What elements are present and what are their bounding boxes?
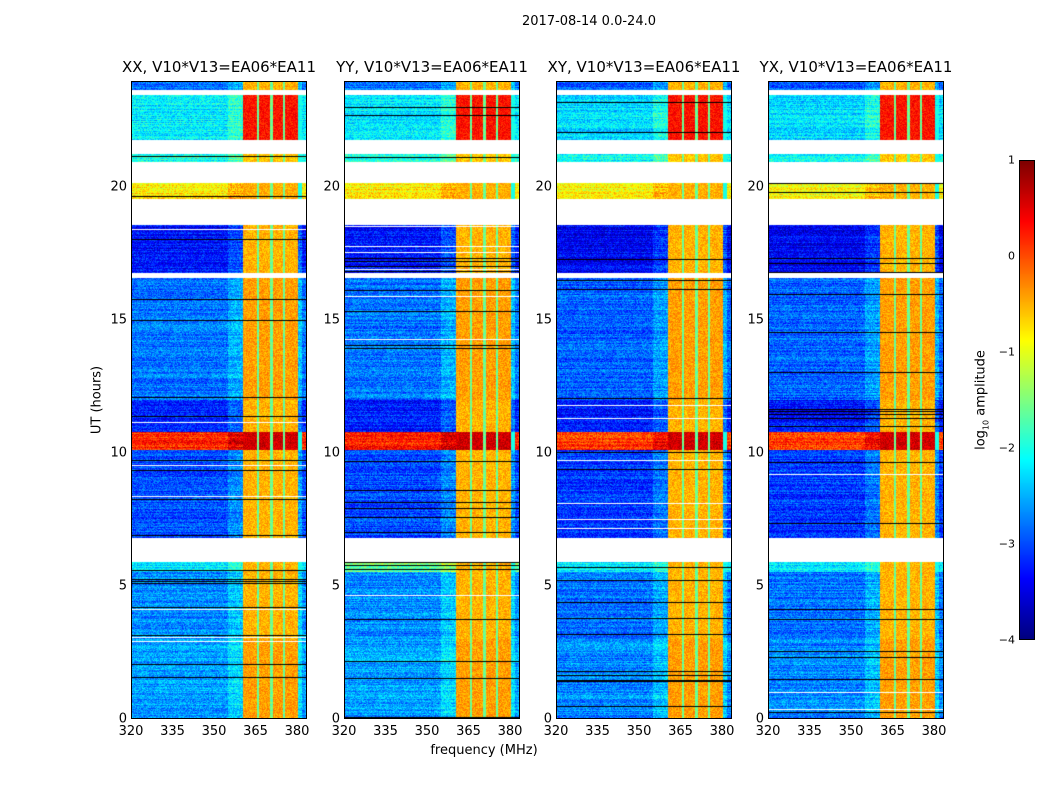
x-tick-label: 320 [331, 724, 357, 739]
x-tick-label: 335 [797, 724, 822, 739]
y-tick-label: 15 [747, 312, 764, 328]
x-tick-label: 380 [709, 724, 735, 739]
panel-title: XY, V10*V13=EA06*EA11 [547, 58, 741, 76]
x-tick-label: 350 [838, 724, 864, 739]
y-tick-label: 15 [323, 312, 340, 328]
panel-title: YX, V10*V13=EA06*EA11 [759, 58, 953, 76]
colorbar-tick-label: −4 [998, 633, 1015, 647]
x-tick-label: 365 [668, 724, 693, 739]
panel-title: XX, V10*V13=EA06*EA11 [121, 58, 316, 76]
heatmap-panel [131, 81, 307, 719]
heatmap-image [557, 82, 731, 718]
y-tick-label: 10 [323, 445, 340, 461]
y-tick-label: 20 [535, 179, 552, 195]
y-tick-label: 0 [755, 711, 764, 727]
heatmap-panel [344, 81, 520, 719]
x-tick-label: 365 [880, 724, 905, 739]
y-tick-label: 0 [331, 711, 340, 727]
heatmap-panel [768, 81, 944, 719]
heatmap-image [132, 82, 306, 718]
y-tick-label: 0 [118, 711, 127, 727]
y-tick-label: 0 [543, 711, 552, 727]
x-tick-label: 380 [284, 724, 310, 739]
x-tick-label: 365 [243, 724, 268, 739]
x-tick-label: 380 [921, 724, 947, 739]
heatmap-image [345, 82, 519, 718]
y-tick-label: 20 [323, 179, 340, 195]
y-tick-label: 15 [535, 312, 552, 328]
x-tick-label: 365 [456, 724, 481, 739]
x-tick-label: 335 [160, 724, 185, 739]
y-tick-label: 10 [535, 445, 552, 461]
y-tick-label: 15 [110, 312, 127, 328]
y-tick-label: 20 [110, 179, 127, 195]
y-tick-label: 5 [755, 578, 764, 594]
x-tick-label: 350 [626, 724, 652, 739]
y-tick-label: 10 [110, 445, 127, 461]
y-axis-label: UT (hours) [89, 365, 105, 435]
colorbar [1019, 160, 1035, 640]
colorbar-label: log10 amplitude [973, 350, 991, 450]
colorbar-tick-label: 1 [1008, 153, 1015, 167]
x-tick-label: 380 [497, 724, 523, 739]
x-axis-label: frequency (MHz) [430, 743, 538, 758]
y-tick-label: 5 [543, 578, 552, 594]
colorbar-tick-label: −3 [998, 537, 1015, 551]
figure-title: 2017-08-14 0.0-24.0 [522, 14, 656, 29]
y-tick-label: 5 [331, 578, 340, 594]
x-tick-label: 320 [118, 724, 144, 739]
x-tick-label: 350 [414, 724, 440, 739]
colorbar-tick-label: −1 [998, 345, 1015, 359]
colorbar-tick-label: −2 [998, 441, 1015, 455]
x-tick-label: 320 [755, 724, 781, 739]
colorbar-tick-label: 0 [1008, 249, 1015, 263]
x-tick-label: 335 [585, 724, 610, 739]
heatmap-image [769, 82, 943, 718]
y-tick-label: 20 [747, 179, 764, 195]
x-tick-label: 335 [373, 724, 398, 739]
y-tick-label: 5 [118, 578, 127, 594]
heatmap-panel [556, 81, 732, 719]
x-tick-label: 350 [201, 724, 227, 739]
x-tick-label: 320 [543, 724, 569, 739]
panel-title: YY, V10*V13=EA06*EA11 [336, 58, 528, 76]
y-tick-label: 10 [747, 445, 764, 461]
